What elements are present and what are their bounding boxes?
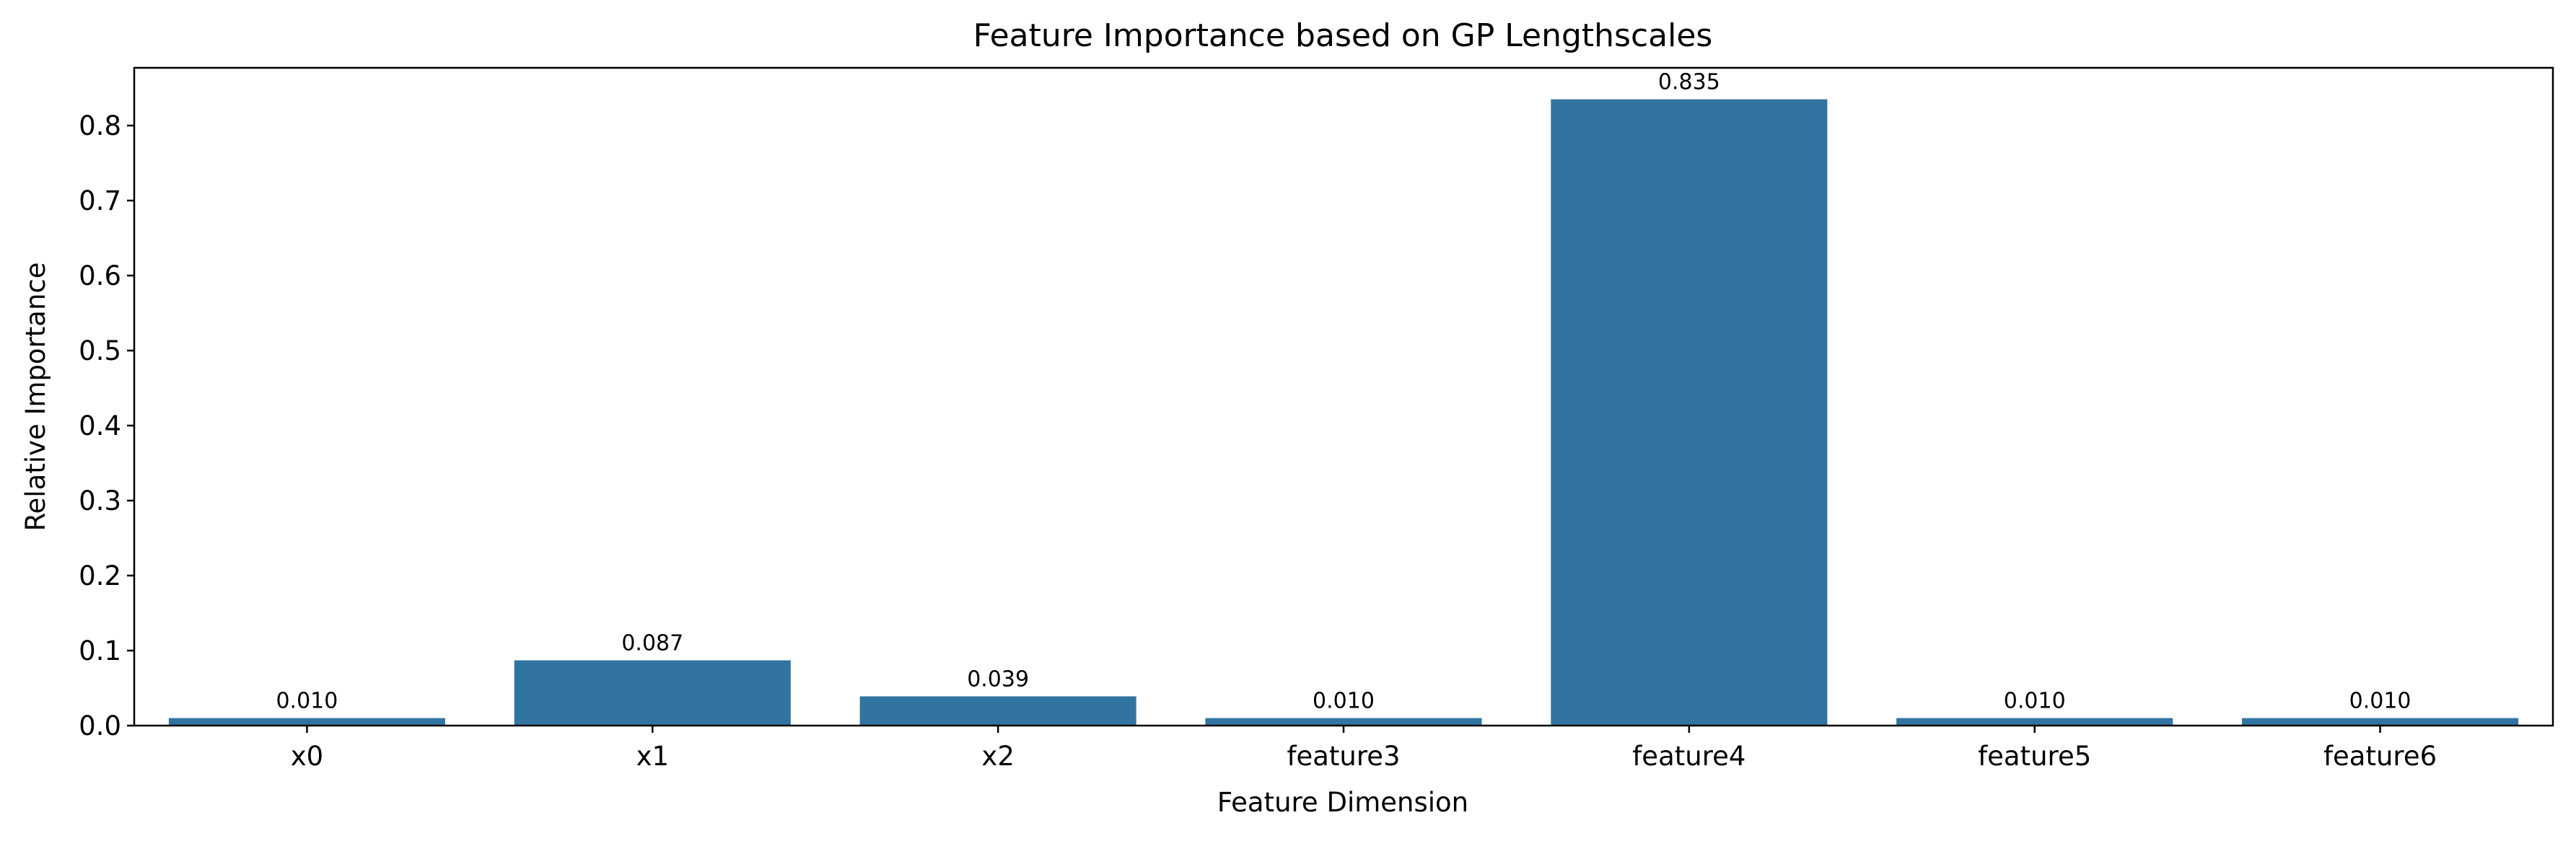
bar-feature6 <box>2242 718 2519 726</box>
chart-title: Feature Importance based on GP Lengthsca… <box>973 17 1713 54</box>
data-label-x0: 0.010 <box>276 689 338 714</box>
data-label-feature4: 0.835 <box>1658 70 1720 95</box>
x-tick-label-feature4: feature4 <box>1632 741 1745 772</box>
data-label-feature3: 0.010 <box>1313 689 1375 714</box>
bar-feature4 <box>1551 99 1828 726</box>
bar-x1 <box>514 660 791 726</box>
x-tick-label-x1: x1 <box>636 741 669 772</box>
y-tick-label-4: 0.4 <box>79 410 121 441</box>
data-label-x1: 0.087 <box>621 631 683 656</box>
y-tick-label-6: 0.6 <box>79 260 121 291</box>
plot-frame <box>133 66 2554 727</box>
data-label-feature5: 0.010 <box>2004 689 2066 714</box>
x-axis-label: Feature Dimension <box>1217 787 1468 818</box>
x-tick-label-x0: x0 <box>291 741 323 772</box>
x-tick-label-feature3: feature3 <box>1287 741 1400 772</box>
bar-feature5 <box>1896 718 2173 726</box>
y-tick-label-2: 0.2 <box>79 560 121 591</box>
x-tick-label-feature6: feature6 <box>2323 741 2437 772</box>
y-tick-label-5: 0.5 <box>79 335 121 366</box>
data-label-feature6: 0.010 <box>2349 689 2411 714</box>
x-tick-label-x2: x2 <box>981 741 1014 772</box>
y-axis-label: Relative Importance <box>20 263 51 532</box>
y-tick-label-1: 0.1 <box>79 635 121 666</box>
y-tick-label-0: 0.0 <box>79 710 121 741</box>
bar-x2 <box>859 696 1136 726</box>
y-tick-label-7: 0.7 <box>79 185 121 216</box>
x-axis-ticks: x0 x1 x2 feature3 feature4 feature5 feature6 <box>291 726 2437 772</box>
y-axis-ticks: 0.0 0.1 0.2 0.3 0.4 0.5 0.6 0.7 0.8 <box>79 110 134 741</box>
bar-feature3 <box>1205 718 1482 726</box>
bar-x0 <box>168 718 445 726</box>
bars-group: 0.010 0.087 0.039 0.010 0.835 0.010 0.010 <box>168 70 2519 726</box>
y-tick-label-8: 0.8 <box>79 110 121 141</box>
x-tick-label-feature5: feature5 <box>1978 741 2091 772</box>
data-label-x2: 0.039 <box>967 666 1029 692</box>
y-tick-label-3: 0.3 <box>79 485 121 516</box>
